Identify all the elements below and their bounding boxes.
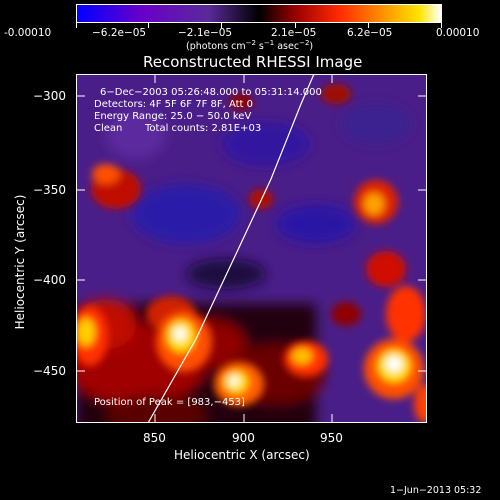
- info-detectors: Detectors: 4F 5F 6F 7F 8F, Att 0: [94, 99, 254, 110]
- info-energy: Energy Range: 25.0 − 50.0 keV: [94, 111, 252, 122]
- rhessi-image: [76, 74, 427, 423]
- colorbar: [76, 4, 442, 23]
- colorbar-tick-3: 2.1e−05: [271, 27, 317, 39]
- y-tick-1: −350: [33, 183, 66, 197]
- timestamp: 1−Jun−2013 05:32: [390, 485, 482, 496]
- colorbar-units: (photons cm−2 s−1 asec−2): [186, 39, 314, 53]
- plot-title: Reconstructed RHESSI Image: [143, 53, 363, 71]
- solar-limb-line: [147, 74, 315, 423]
- colorbar-tick-marks: [76, 22, 442, 28]
- y-tick-3: −450: [33, 364, 66, 378]
- peak-position: Position of Peak = [983,−453]: [94, 397, 245, 408]
- y-axis-label: Heliocentric Y (arcsec): [13, 194, 27, 330]
- x-tick-0: 850: [143, 431, 166, 445]
- x-tick-1: 900: [232, 431, 255, 445]
- x-axis-label: Heliocentric X (arcsec): [174, 448, 310, 462]
- info-total-counts: Total counts: 2.81E+03: [145, 123, 262, 134]
- colorbar-tick-4: 6.2e−05: [347, 27, 393, 39]
- info-clean: Clean: [94, 123, 123, 134]
- y-tick-0: −300: [33, 89, 66, 103]
- info-time-range: 6−Dec−2003 05:26:48.000 to 05:31:14.000: [100, 87, 322, 98]
- colorbar-tick-5: 0.00010: [436, 27, 480, 39]
- colorbar-tick-2: −2.1e−05: [178, 27, 233, 39]
- colorbar-tick-1: −6.2e−05: [92, 27, 147, 39]
- x-tick-2: 950: [320, 431, 343, 445]
- colorbar-tick-0: -0.00010: [4, 27, 52, 39]
- y-tick-2: −400: [33, 273, 66, 287]
